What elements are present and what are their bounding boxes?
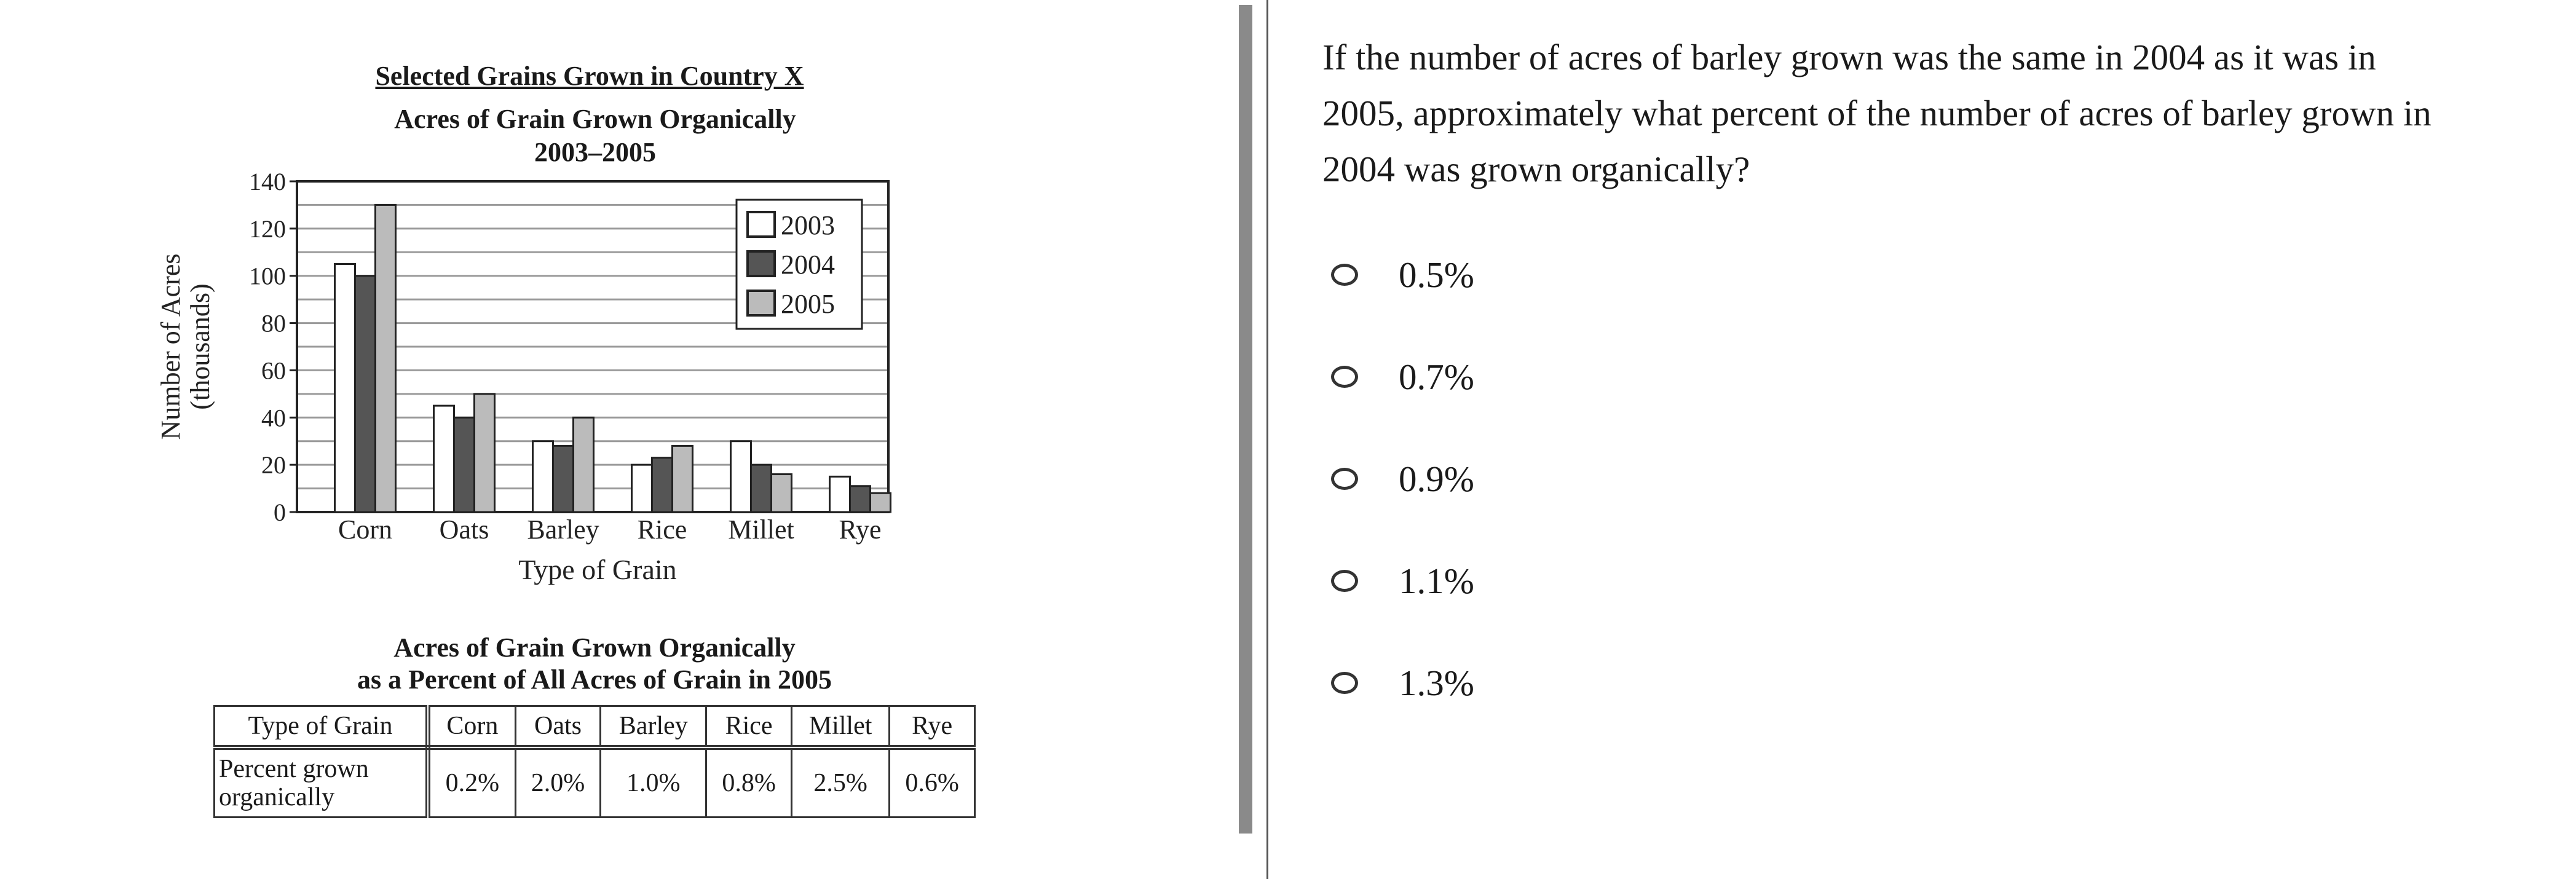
- radio-button[interactable]: [1331, 672, 1358, 694]
- legend-label: 2004: [781, 250, 835, 280]
- legend-swatch-2003: [746, 211, 776, 238]
- table-header-cell: Oats: [514, 705, 602, 750]
- bar-2005-millet: [770, 473, 792, 513]
- bar-2005-oats: [473, 393, 496, 513]
- radio-button[interactable]: [1331, 570, 1358, 592]
- table-cell: 0.2%: [427, 746, 516, 818]
- answer-option[interactable]: 0.5%: [1331, 253, 1474, 296]
- table-row: Percent grown organically 0.2% 2.0% 1.0%…: [213, 746, 976, 818]
- y-axis-label: Number of Acres: [156, 253, 186, 440]
- table-header-row: Type of Grain Corn Oats Barley Rice Mill…: [213, 705, 976, 750]
- option-label: 0.9%: [1399, 458, 1474, 499]
- table-cell: 1.0%: [599, 746, 708, 818]
- chart-subtitle: Acres of Grain Grown Organically: [394, 104, 796, 134]
- option-label: 1.1%: [1399, 560, 1474, 601]
- option-label: 0.7%: [1399, 356, 1474, 397]
- bar-2005-barley: [572, 416, 595, 513]
- table-header-cell: Corn: [427, 705, 516, 750]
- bar-2004-millet: [750, 463, 772, 513]
- y-tick-label: 120: [249, 215, 286, 243]
- question-text: If the number of acres of barley grown w…: [1322, 37, 2432, 189]
- bar-2004-rye: [849, 485, 871, 513]
- table-cell: 2.5%: [790, 746, 891, 818]
- legend-swatch-2005: [746, 290, 776, 317]
- chart-title: Selected Grains Grown in Country X: [375, 61, 804, 91]
- x-tick-label: Corn: [338, 514, 392, 545]
- bar-2004-rice: [651, 457, 673, 513]
- table-header-cell: Rye: [888, 705, 976, 750]
- x-tick-label: Rye: [839, 514, 881, 545]
- y-tick-label: 80: [261, 310, 286, 337]
- table-title: Acres of Grain Grown Organically: [393, 633, 796, 663]
- table-cell: 2.0%: [514, 746, 602, 818]
- table-cell: Percent grown organically: [213, 746, 430, 818]
- legend-label: 2003: [781, 210, 835, 240]
- y-tick-label: 40: [261, 404, 286, 432]
- radio-button[interactable]: [1331, 264, 1358, 286]
- y-axis-label-units: (thousands): [185, 283, 215, 409]
- answer-option[interactable]: 1.1%: [1331, 559, 1474, 602]
- answer-option[interactable]: 1.3%: [1331, 661, 1474, 704]
- x-tick-label: Millet: [728, 514, 794, 545]
- legend-swatch-2004: [746, 250, 776, 277]
- percent-table: Type of Grain Corn Oats Barley Rice Mill…: [213, 705, 976, 818]
- x-tick-label: Oats: [440, 514, 489, 545]
- table-title-line2: as a Percent of All Acres of Grain in 20…: [357, 664, 832, 695]
- bar-2003-millet: [730, 440, 752, 513]
- y-tick-label: 100: [249, 262, 286, 290]
- y-tick-label: 60: [261, 357, 286, 384]
- table-header-cell: Barley: [599, 705, 708, 750]
- answer-option[interactable]: 0.9%: [1331, 457, 1474, 500]
- y-tick-label: 140: [249, 168, 286, 195]
- bar-chart: 0 20 40 60 80 100 120 140 Corn Oats Barley Rice Mill…: [156, 168, 891, 585]
- table-header-cell: Rice: [705, 705, 792, 750]
- bar-2005-corn: [374, 203, 397, 513]
- bar-2004-corn: [354, 275, 376, 513]
- table-header-cell: Type of Grain: [213, 705, 430, 750]
- pane-divider[interactable]: [1266, 0, 1268, 879]
- option-label: 0.5%: [1399, 254, 1474, 295]
- table-header-cell: Millet: [790, 705, 891, 750]
- bar-2005-rice: [671, 444, 693, 513]
- x-axis-label: Type of Grain: [518, 554, 676, 585]
- bar-2003-barley: [532, 440, 554, 513]
- y-tick-label: 0: [274, 499, 286, 526]
- bar-2003-oats: [433, 404, 455, 513]
- bar-2004-barley: [552, 444, 574, 513]
- bar-2003-corn: [334, 263, 356, 513]
- bar-2004-oats: [453, 416, 475, 513]
- y-tick-label: 20: [261, 451, 286, 479]
- radio-button[interactable]: [1331, 468, 1358, 490]
- bar-2003-rice: [631, 463, 653, 513]
- option-label: 1.3%: [1399, 662, 1474, 703]
- x-tick-label: Rice: [638, 514, 687, 545]
- bar-2003-rye: [829, 475, 851, 513]
- answer-option[interactable]: 0.7%: [1331, 355, 1474, 398]
- scrollbar[interactable]: [1239, 5, 1252, 834]
- chart-subtitle-years: 2003–2005: [534, 137, 656, 167]
- table-cell: 0.6%: [888, 746, 976, 818]
- legend-label: 2005: [781, 289, 835, 319]
- x-tick-label: Barley: [527, 514, 599, 545]
- table-cell: 0.8%: [705, 746, 792, 818]
- bar-2005-rye: [869, 492, 891, 513]
- radio-button[interactable]: [1331, 366, 1358, 388]
